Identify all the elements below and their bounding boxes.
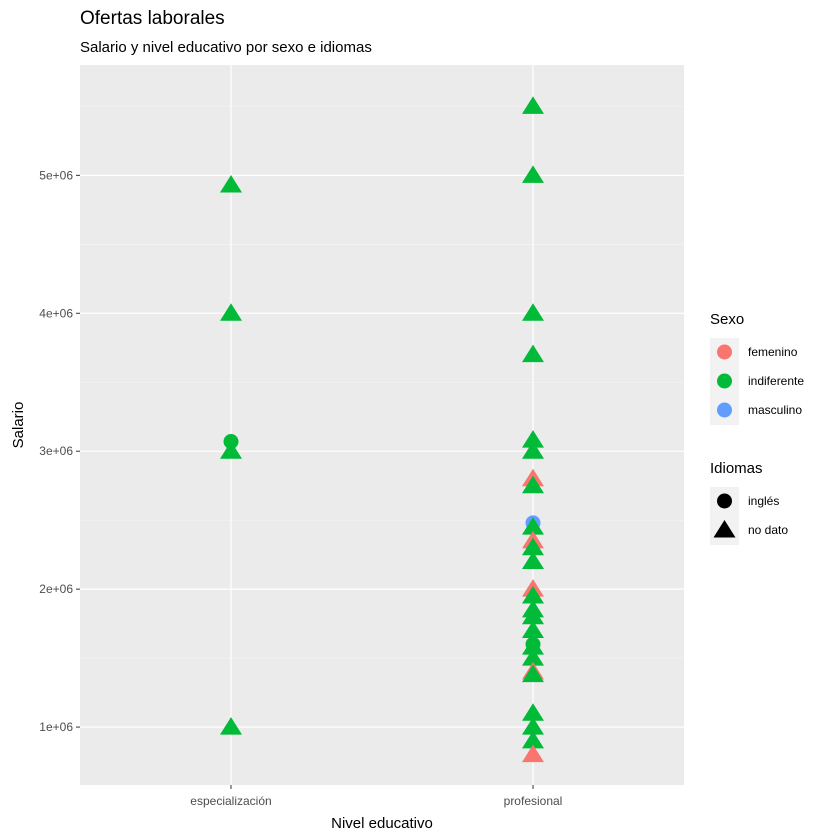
data-point [522, 517, 544, 535]
data-point [522, 620, 544, 639]
y-tick-label: 2e+06 [39, 582, 73, 596]
y-tick-label: 1e+06 [39, 720, 73, 734]
chart-title: Ofertas laborales [80, 8, 225, 29]
data-point [522, 664, 544, 683]
y-tick-label: 4e+06 [39, 306, 73, 320]
legend-key-circle [717, 402, 732, 418]
y-axis-ticks: 1e+06 2e+06 3e+06 4e+06 5e+06 [39, 168, 80, 734]
legend-label: femenino [748, 345, 798, 359]
data-point [522, 165, 544, 183]
legend-label: no dato [748, 523, 788, 537]
data-point [522, 537, 544, 556]
data-point [522, 303, 544, 321]
data-point [522, 637, 544, 655]
chart-subtitle: Salario y nivel educativo por sexo e idi… [80, 39, 372, 56]
legend-label: masculino [748, 403, 802, 417]
legend-label: indiferente [748, 374, 804, 388]
legend-key-circle [717, 373, 732, 389]
legend-key-circle [717, 344, 732, 360]
y-axis-title: Salario [10, 402, 27, 449]
data-point [522, 717, 544, 735]
grid-minor [80, 106, 684, 659]
data-point [522, 430, 544, 448]
x-tick-label: profesional [504, 794, 563, 808]
legend-sexo-title: Sexo [710, 311, 744, 328]
legend-idiomas-title: Idiomas [710, 460, 763, 477]
data-point [220, 441, 242, 459]
data-point [522, 703, 544, 721]
data-point [522, 475, 544, 494]
data-point [220, 717, 242, 735]
data-point [220, 303, 242, 321]
data-point [522, 344, 544, 363]
legend-sexo: Sexo femenino indiferente masculino [710, 311, 804, 425]
legend-idiomas: Idiomas inglés no dato [710, 460, 788, 545]
data-points [220, 96, 544, 763]
legend-key-circle [717, 493, 732, 509]
plot-panel [80, 65, 684, 785]
data-point [522, 648, 544, 666]
data-point [522, 96, 544, 114]
data-point [522, 586, 544, 604]
data-point [522, 730, 544, 749]
y-tick-label: 5e+06 [39, 168, 73, 182]
data-point [522, 551, 544, 570]
data-point [220, 175, 242, 193]
x-tick-label: especialización [190, 794, 271, 808]
data-point [522, 744, 544, 763]
data-point [522, 606, 544, 625]
data-point [522, 441, 544, 459]
x-axis-title: Nivel educativo [331, 815, 433, 832]
x-axis-ticks: especialización profesional [190, 785, 562, 808]
legend-label: inglés [748, 494, 779, 508]
y-tick-label: 3e+06 [39, 444, 73, 458]
legend-key-triangle [713, 520, 736, 538]
